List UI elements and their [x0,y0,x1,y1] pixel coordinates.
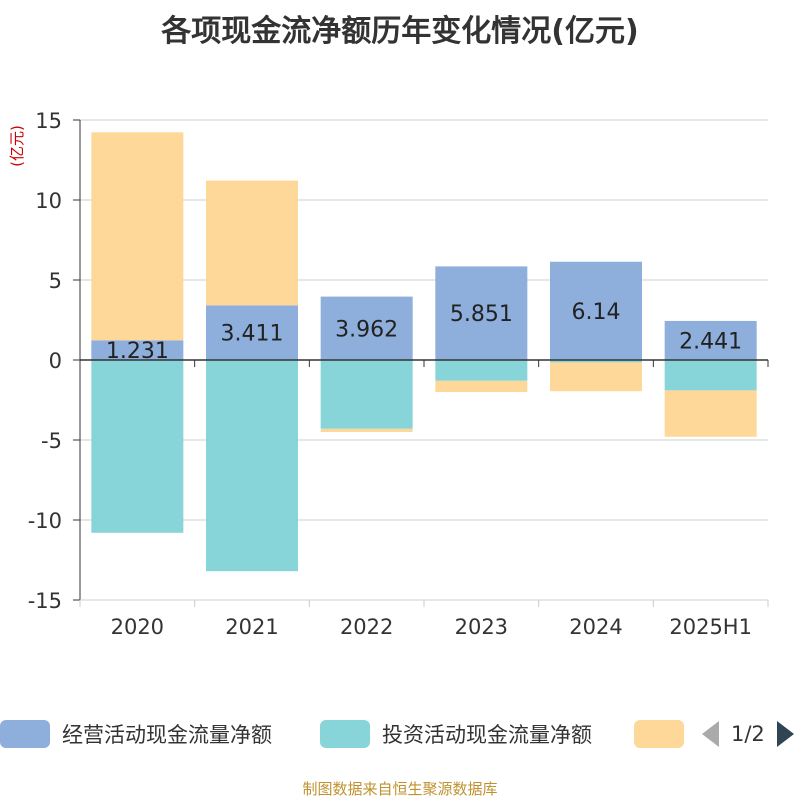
legend: 经营活动现金流量净额 投资活动现金流量净额 1/2 [0,716,800,752]
data-source-note: 制图数据来自恒生聚源数据库 [302,780,498,798]
bar-series2-2021 [206,360,298,572]
cash-flow-chart: 15 10 5 0 -5 -10 -15 (亿元) 2020 2021 2022 2023 2024 20… [8,109,769,639]
y-tick-label: -15 [28,589,62,613]
data-label: 6.14 [572,300,621,325]
x-tick-label: 2021 [225,615,278,639]
legend-swatch-operating [0,720,50,748]
bar-series2-2020 [91,360,184,533]
legend-item-third[interactable] [634,716,696,752]
bar-series2-2025H1 [664,360,757,391]
legend-item-operating[interactable]: 经营活动现金流量净额 [0,716,272,752]
legend-page-indicator: 1/2 [731,722,765,746]
bar-series3-2023 [435,380,528,392]
x-tick-label: 2024 [569,615,622,639]
y-tick-label: 0 [49,349,62,373]
legend-label-operating: 经营活动现金流量净额 [62,723,272,747]
bar-series3-2021 [206,180,298,306]
data-label: 5.851 [450,302,513,327]
legend-prev-page-icon[interactable] [702,721,719,747]
legend-label-investing: 投资活动现金流量净额 [382,723,592,747]
legend-swatch-investing [320,720,370,748]
bar-series1-2023 [435,266,528,360]
y-tick-label: 10 [35,189,62,213]
data-label: 1.231 [106,339,169,364]
x-tick-label: 2022 [340,615,393,639]
x-tick-label: 2025H1 [669,615,752,639]
y-tick-label: 15 [35,109,62,133]
data-label: 2.441 [679,329,742,354]
x-tick-label: 2023 [455,615,508,639]
bar-series3-2024 [550,362,642,392]
data-label: 3.411 [221,322,284,347]
legend-next-page-icon[interactable] [776,721,794,747]
data-label: 3.962 [335,317,398,342]
bar-series1-2022 [320,296,413,360]
y-tick-label: -5 [41,429,62,453]
bar-series2-2023 [435,360,528,381]
bar-series2-2024 [550,360,642,363]
chart-title: 各项现金流净额历年变化情况(亿元) [161,14,639,49]
bar-series2-2022 [320,360,413,429]
bar-series3-2020 [91,132,184,341]
x-tick-label: 2020 [111,615,164,639]
y-tick-label: 5 [49,269,62,293]
bar-series1-2024 [550,261,642,360]
bar-series3-2022 [320,428,413,432]
bar-series3-2025H1 [664,390,757,437]
legend-swatch-third [634,720,684,748]
y-axis-label: (亿元) [8,125,26,167]
bar-series1-2025H1 [664,320,757,360]
y-tick-label: -10 [28,509,62,533]
legend-pager: 1/2 [702,716,794,752]
bar-series1-2021 [206,305,298,360]
legend-item-investing[interactable]: 投资活动现金流量净额 [320,716,592,752]
bar-series1-2020 [91,340,184,360]
